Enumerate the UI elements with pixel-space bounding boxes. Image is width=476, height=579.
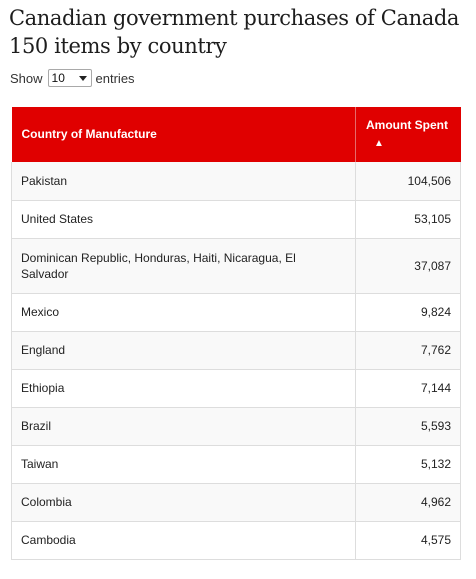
chevron-down-icon (78, 76, 87, 81)
header-row: Country of Manufacture Amount Spent ▲ (11, 107, 461, 162)
amount-cell: 9,824 (355, 293, 461, 332)
column-header-country-label: Country of Manufacture (21, 127, 157, 141)
table-body: Pakistan 104,506 United States 53,105 Do… (11, 162, 461, 560)
country-cell: Cambodia (11, 521, 356, 560)
column-header-amount[interactable]: Amount Spent ▲ (355, 107, 461, 162)
table-row: Ethiopia 7,144 (11, 369, 461, 408)
entries-select[interactable]: 10 (47, 69, 92, 87)
column-header-amount-label: Amount Spent (366, 118, 448, 132)
column-header-country[interactable]: Country of Manufacture (11, 107, 356, 162)
data-table-container: Country of Manufacture Amount Spent ▲ Pak… (11, 107, 461, 560)
amount-cell: 5,132 (355, 445, 461, 484)
table-row: Dominican Republic, Honduras, Haiti, Nic… (11, 238, 461, 294)
amount-cell: 5,593 (355, 407, 461, 446)
page-title: Canadian government purchases of Canada … (9, 6, 459, 58)
table-row: Colombia 4,962 (11, 483, 461, 522)
amount-cell: 53,105 (355, 200, 461, 239)
table-row: United States 53,105 (11, 200, 461, 239)
country-cell: England (11, 331, 356, 370)
entries-length-control: Show 10 entries (10, 68, 135, 88)
amount-cell: 37,087 (355, 238, 461, 294)
amount-cell: 4,575 (355, 521, 461, 560)
amount-cell: 7,144 (355, 369, 461, 408)
show-label: Show (10, 70, 43, 86)
country-cell: Ethiopia (11, 369, 356, 408)
country-cell: United States (11, 200, 356, 239)
table-row: Taiwan 5,132 (11, 445, 461, 484)
table-row: Brazil 5,593 (11, 407, 461, 446)
table-header: Country of Manufacture Amount Spent ▲ (11, 107, 461, 162)
country-cell: Pakistan (11, 162, 356, 201)
data-table: Country of Manufacture Amount Spent ▲ Pak… (11, 107, 461, 560)
country-cell: Mexico (11, 293, 356, 332)
entries-select-value: 10 (51, 71, 65, 85)
amount-cell: 4,962 (355, 483, 461, 522)
amount-cell: 104,506 (355, 162, 461, 201)
entries-label: entries (95, 70, 135, 86)
table-row: Pakistan 104,506 (11, 162, 461, 201)
table-row: Mexico 9,824 (11, 293, 461, 332)
country-cell: Brazil (11, 407, 356, 446)
table-row: Cambodia 4,575 (11, 521, 461, 560)
country-cell: Dominican Republic, Honduras, Haiti, Nic… (11, 238, 356, 294)
amount-cell: 7,762 (355, 331, 461, 370)
country-cell: Colombia (11, 483, 356, 522)
table-row: England 7,762 (11, 331, 461, 370)
sort-ascending-icon: ▲ (374, 138, 384, 149)
country-cell: Taiwan (11, 445, 356, 484)
